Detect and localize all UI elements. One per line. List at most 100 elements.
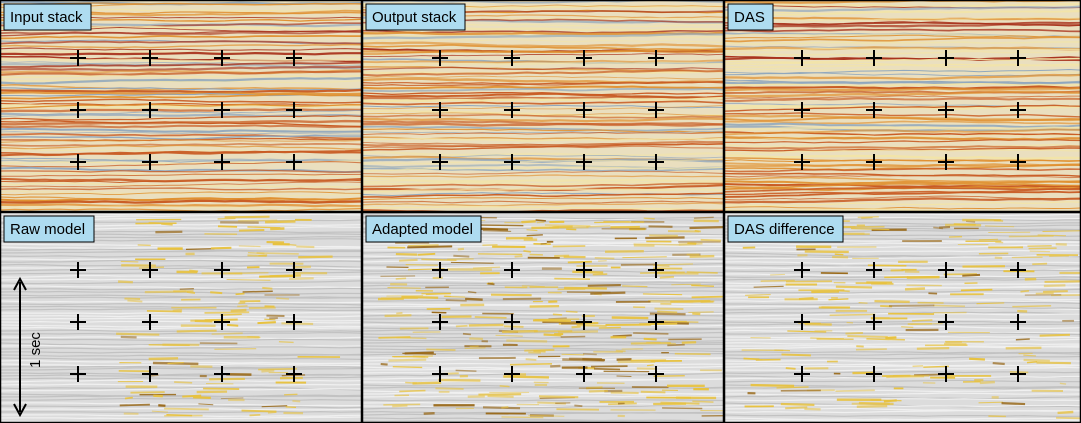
model-event: [533, 320, 571, 321]
model-event: [268, 412, 276, 413]
model-event: [1002, 403, 1026, 404]
model-event: [1043, 291, 1068, 292]
model-event: [701, 240, 721, 241]
model-event: [526, 359, 537, 360]
model-event: [127, 301, 142, 302]
model-event: [859, 303, 868, 304]
model-event: [539, 396, 578, 397]
model-event: [912, 320, 932, 321]
model-event: [1012, 306, 1051, 307]
model-event: [612, 318, 649, 319]
model-event: [262, 288, 272, 289]
model-event: [478, 254, 522, 255]
model-event: [125, 398, 133, 399]
model-event: [671, 284, 700, 285]
model-event: [1016, 339, 1030, 340]
model-event: [617, 376, 632, 377]
model-event: [856, 349, 887, 350]
model-event: [446, 300, 467, 301]
panel-label: Raw model: [10, 221, 85, 238]
model-event: [857, 406, 887, 407]
model-event: [298, 257, 332, 258]
model-event: [616, 351, 626, 352]
model-event: [1009, 236, 1054, 237]
model-event: [804, 409, 820, 410]
model-event: [281, 323, 313, 324]
model-event: [644, 218, 655, 219]
model-event: [270, 275, 301, 276]
panel-label: Output stack: [372, 9, 457, 26]
model-event: [293, 267, 311, 268]
model-event: [385, 315, 412, 316]
model-event: [130, 392, 164, 393]
model-event: [488, 396, 514, 397]
model-event: [544, 335, 562, 336]
model-event: [503, 376, 549, 377]
model-event: [889, 305, 934, 306]
model-event: [556, 409, 599, 410]
model-event: [761, 280, 795, 281]
model-event: [239, 230, 264, 231]
model-event: [521, 221, 535, 222]
model-event: [231, 310, 247, 311]
model-event: [296, 247, 314, 248]
model-event: [653, 376, 684, 377]
model-event: [388, 360, 426, 361]
model-event: [846, 333, 863, 334]
model-event: [541, 243, 547, 244]
model-event: [463, 334, 471, 335]
model-event: [407, 246, 452, 247]
model-event: [180, 289, 194, 290]
model-event: [276, 298, 289, 299]
model-event: [502, 331, 538, 332]
model-event: [444, 296, 465, 297]
model-event: [939, 227, 950, 228]
panel: [362, 212, 742, 423]
model-event: [203, 389, 239, 390]
model-event: [426, 349, 455, 350]
model-event: [1037, 363, 1071, 364]
model-event: [510, 364, 552, 365]
model-event: [1044, 285, 1066, 286]
model-event: [218, 226, 237, 227]
model-event: [515, 256, 523, 257]
model-event: [392, 406, 407, 407]
model-event: [662, 408, 702, 409]
model-event: [688, 312, 713, 313]
model-event: [1023, 355, 1036, 356]
model-event: [770, 274, 785, 275]
model-event: [694, 217, 714, 218]
model-event: [566, 311, 578, 312]
model-event: [622, 286, 647, 287]
model-event: [1029, 248, 1057, 249]
model-event: [381, 364, 388, 365]
model-event: [120, 405, 150, 406]
model-event: [1024, 360, 1050, 361]
model-event: [568, 262, 592, 263]
model-event: [595, 258, 615, 259]
model-event: [536, 220, 546, 221]
model-event: [588, 285, 621, 286]
model-event: [689, 227, 726, 228]
model-event: [242, 411, 277, 412]
model-event: [993, 363, 1005, 364]
model-event: [830, 314, 876, 315]
model-event: [187, 292, 195, 293]
model-event: [189, 271, 198, 272]
model-event: [1058, 412, 1074, 413]
model-event: [238, 303, 245, 304]
model-event: [859, 403, 894, 404]
model-event: [639, 324, 677, 325]
model-event: [690, 256, 715, 257]
model-event: [289, 278, 314, 279]
model-event: [418, 254, 436, 255]
model-event: [1045, 281, 1081, 282]
model-event: [657, 264, 693, 265]
model-event: [396, 254, 417, 255]
model-event: [574, 405, 582, 406]
model-event: [211, 248, 232, 249]
model-event: [751, 385, 795, 386]
panel-label: DAS difference: [734, 221, 835, 238]
model-event: [504, 326, 524, 327]
model-event: [399, 391, 425, 392]
